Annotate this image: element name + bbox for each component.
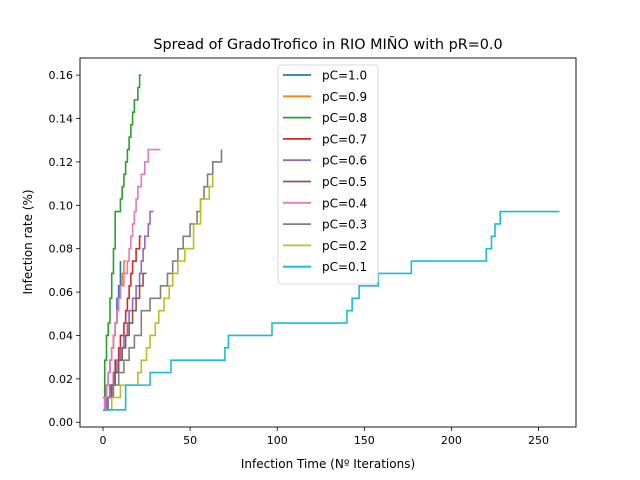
legend-label: pC=1.0 (322, 69, 367, 83)
y-tick-label: 0.16 (49, 69, 74, 82)
legend-entry: pC=0.8 (283, 111, 367, 125)
x-tick-label: 100 (267, 434, 288, 447)
series-layer (103, 74, 560, 411)
series-line-pC=0.5 (103, 272, 147, 411)
legend-entry: pC=1.0 (283, 69, 367, 83)
y-tick-label: 0.04 (49, 329, 74, 342)
legend-entry: pC=0.3 (283, 218, 367, 232)
legend-label: pC=0.8 (322, 111, 367, 125)
series-line-pC=0.1 (103, 210, 560, 411)
legend-label: pC=0.3 (322, 218, 367, 232)
y-tick-label: 0.06 (49, 286, 74, 299)
y-axis-label: Infection rate (%) (21, 189, 35, 294)
y-tick-label: 0.10 (49, 199, 74, 212)
chart-title: Spread of GradoTrofico in RIO MIÑO with … (153, 36, 502, 53)
legend-entry: pC=0.7 (283, 132, 367, 146)
plot-area-frame (79, 57, 577, 428)
y-tick-label: 0.02 (49, 373, 74, 386)
legend-label: pC=0.9 (322, 90, 367, 104)
legend-label: pC=0.7 (322, 132, 367, 146)
x-tick-label: 250 (528, 434, 549, 447)
legend-entry: pC=0.4 (283, 196, 367, 210)
legend-label: pC=0.2 (322, 239, 367, 253)
y-axis: 0.00 0.02 0.04 0.06 0.08 0.10 0.12 0.14 0.16 (49, 69, 80, 429)
legend-entry: pC=0.1 (283, 260, 367, 274)
legend-label: pC=0.4 (322, 196, 367, 210)
x-tick-label: 200 (441, 434, 462, 447)
y-tick-label: 0.14 (49, 113, 74, 126)
x-tick-label: 50 (183, 434, 197, 447)
y-tick-label: 0.08 (49, 243, 74, 256)
x-axis: 0 50 100 150 200 250 (99, 427, 549, 447)
legend-label: pC=0.1 (322, 260, 367, 274)
legend: pC=1.0 pC=0.9 pC=0.8 pC=0.7 pC=0.6 pC=0.5 pC=0… (277, 64, 379, 285)
y-tick-label: 0.00 (49, 416, 74, 429)
legend-box (277, 64, 379, 285)
x-tick-label: 150 (354, 434, 375, 447)
series-line-pC=0.8 (103, 74, 142, 399)
legend-entry: pC=0.2 (283, 239, 367, 253)
legend-entry: pC=0.9 (283, 90, 367, 104)
series-line-pC=0.6 (103, 210, 154, 411)
y-tick-label: 0.12 (49, 156, 74, 169)
legend-label: pC=0.6 (322, 154, 367, 168)
series-line-pC=0.3 (103, 149, 223, 411)
legend-label: pC=0.5 (322, 175, 367, 189)
x-tick-label: 0 (99, 434, 106, 447)
legend-entry: pC=0.6 (283, 154, 367, 168)
x-axis-label: Infection Time (Nº Iterations) (241, 457, 415, 471)
legend-entry: pC=0.5 (283, 175, 367, 189)
series-line-pC=0.4 (103, 148, 161, 411)
